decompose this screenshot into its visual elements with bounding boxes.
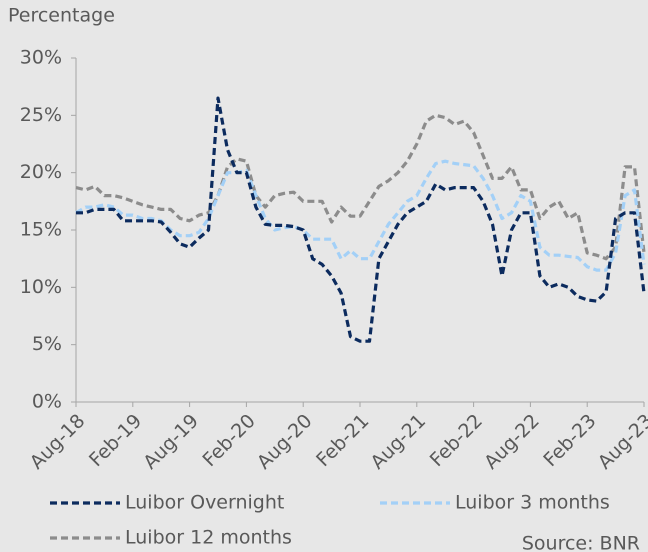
legend-label: Luibor Overnight xyxy=(125,492,284,514)
x-tick-label: Feb-22 xyxy=(426,410,487,471)
y-tick-label: 5% xyxy=(32,333,62,355)
x-tick-label: Aug-18 xyxy=(26,410,90,474)
y-tick-label: 20% xyxy=(20,161,62,183)
y-axis-label: Percentage xyxy=(8,5,115,27)
y-tick-label: 30% xyxy=(20,47,62,69)
series-line xyxy=(76,96,646,343)
x-tick-label: Aug-21 xyxy=(366,410,430,474)
series-line xyxy=(75,113,646,261)
x-tick-label: Aug-19 xyxy=(139,410,203,474)
y-tick-label: 15% xyxy=(20,219,62,241)
x-tick-label: Feb-21 xyxy=(312,410,373,471)
x-tick-label: Feb-23 xyxy=(539,410,600,471)
y-tick-label: 10% xyxy=(20,276,62,298)
x-tick-label: Aug-23 xyxy=(594,410,648,474)
source-note: Source: BNR xyxy=(522,533,640,552)
y-tick-label: 25% xyxy=(20,104,62,126)
x-tick-label: Feb-19 xyxy=(85,410,146,471)
legend-label: Luibor 12 months xyxy=(125,527,292,549)
x-tick-label: Aug-20 xyxy=(253,410,317,474)
x-tick-label: Aug-22 xyxy=(480,410,544,474)
y-tick-label: 0% xyxy=(32,391,62,413)
x-tick-label: Feb-20 xyxy=(199,410,260,471)
legend-label: Luibor 3 months xyxy=(455,492,610,514)
